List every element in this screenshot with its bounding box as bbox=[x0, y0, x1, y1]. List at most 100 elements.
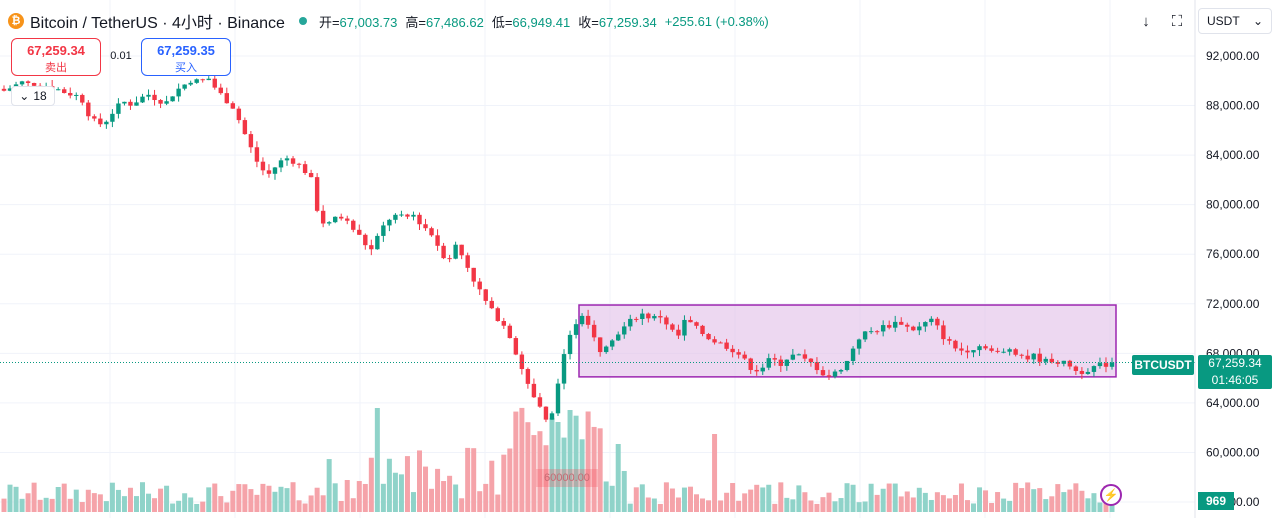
volume-bar bbox=[164, 485, 170, 512]
candle-body bbox=[585, 315, 591, 325]
candle-body bbox=[525, 369, 531, 384]
sell-button[interactable]: 67,259.34 卖出 bbox=[11, 38, 101, 76]
candle-body bbox=[320, 210, 326, 224]
candle-body bbox=[278, 160, 284, 168]
candle-body bbox=[477, 281, 482, 290]
candle-body bbox=[694, 322, 699, 326]
volume-bar bbox=[790, 499, 796, 512]
volume-bar bbox=[49, 498, 55, 512]
candle-body bbox=[411, 214, 416, 217]
candle-body bbox=[423, 224, 428, 229]
candle-body bbox=[31, 82, 37, 86]
candle-body bbox=[236, 108, 242, 121]
candle-body bbox=[290, 158, 296, 164]
indicators-collapse-button[interactable]: ⌄ 18 bbox=[11, 86, 55, 106]
candle-body bbox=[399, 214, 404, 216]
candle-body bbox=[110, 113, 115, 122]
candle-body bbox=[935, 318, 940, 326]
volume-bar bbox=[585, 411, 591, 512]
volume-bar bbox=[404, 456, 410, 512]
y-tick-label: 64,000.00 bbox=[1206, 396, 1260, 410]
candle-body bbox=[1019, 354, 1024, 356]
candle-body bbox=[1061, 360, 1067, 364]
candle-body bbox=[200, 79, 205, 81]
volume-bar bbox=[983, 490, 989, 512]
volume-bar bbox=[796, 485, 802, 512]
candle-body bbox=[561, 354, 567, 384]
volume-bar bbox=[188, 497, 194, 512]
volume-bar bbox=[898, 496, 904, 512]
volume-bar bbox=[772, 503, 778, 512]
candle-body bbox=[405, 214, 410, 217]
candle-body bbox=[501, 321, 507, 326]
volume-bar bbox=[386, 458, 392, 512]
volume-bar bbox=[615, 444, 621, 512]
candle-body bbox=[314, 177, 320, 211]
volume-bar bbox=[85, 489, 91, 512]
market-open-indicator bbox=[298, 17, 307, 25]
volume-bar bbox=[1025, 482, 1031, 512]
candle-body bbox=[441, 245, 446, 259]
candle-body bbox=[712, 339, 717, 343]
volume-bar bbox=[344, 480, 350, 512]
currency-select[interactable]: USDT ⌄ bbox=[1198, 8, 1272, 34]
candle-body bbox=[332, 216, 338, 223]
volume-bar bbox=[37, 499, 43, 512]
candle-body bbox=[874, 331, 880, 333]
candle-body bbox=[489, 300, 494, 309]
candle-body bbox=[1109, 362, 1115, 367]
price-axis[interactable]: 92,000.00 88,000.00 84,000.00 80,000.00 76,0… bbox=[1194, 0, 1260, 518]
volume-bar bbox=[555, 422, 561, 512]
bitcoin-icon: ₿ bbox=[8, 13, 24, 29]
volume-bar bbox=[230, 490, 236, 512]
volume-bar bbox=[302, 503, 308, 512]
candle-body bbox=[1073, 366, 1079, 371]
volume-bar bbox=[242, 484, 248, 512]
sell-label: 卖出 bbox=[45, 62, 67, 74]
candle-body bbox=[646, 313, 651, 319]
candle-body bbox=[302, 164, 308, 173]
volume-bar bbox=[109, 482, 115, 512]
volume-bar bbox=[645, 497, 651, 512]
chart-grid bbox=[0, 0, 1195, 518]
y-tick-label: 76,000.00 bbox=[1206, 247, 1260, 261]
volume-bar bbox=[477, 491, 483, 512]
fullscreen-icon[interactable]: ⛶ bbox=[1171, 12, 1183, 30]
candle-body bbox=[628, 318, 633, 327]
volume-bar bbox=[627, 503, 633, 512]
volume-bar bbox=[946, 498, 952, 512]
volume-bar bbox=[573, 415, 579, 512]
candle-body bbox=[923, 322, 928, 327]
candle-body bbox=[1079, 370, 1085, 374]
low-value: 66,949.41 bbox=[512, 14, 571, 30]
candle-body bbox=[345, 218, 350, 221]
volume-bar bbox=[609, 485, 615, 512]
download-arrow-icon[interactable]: ↓ bbox=[1142, 12, 1150, 30]
volume-bar bbox=[766, 484, 772, 512]
last-price-tag: 67,259.34 01:46:05 bbox=[1198, 355, 1272, 389]
volume-bar bbox=[784, 497, 790, 512]
volume-bar bbox=[471, 448, 477, 512]
buy-button[interactable]: 67,259.35 买入 bbox=[141, 38, 231, 76]
volume-bar bbox=[224, 502, 230, 512]
volume-bar bbox=[748, 489, 754, 512]
candle-body bbox=[351, 220, 356, 230]
candle-body bbox=[369, 245, 374, 250]
volume-bar bbox=[266, 485, 272, 512]
volume-bar bbox=[392, 472, 398, 512]
volume-bar bbox=[977, 487, 983, 512]
y-tick-label: 84,000.00 bbox=[1206, 148, 1260, 162]
volume-bar bbox=[513, 411, 519, 512]
volume-bar bbox=[808, 500, 814, 512]
lightning-icon[interactable]: ⚡ bbox=[1100, 484, 1122, 506]
bar-countdown: 01:46:05 bbox=[1211, 373, 1259, 387]
symbol-title[interactable]: Bitcoin / TetherUS · 4小时 · Binance bbox=[30, 15, 285, 32]
candle-body bbox=[983, 346, 988, 349]
volume-bar bbox=[350, 498, 356, 512]
volume-bar bbox=[248, 489, 254, 512]
volume-bar bbox=[952, 494, 958, 512]
candle-body bbox=[995, 350, 1000, 352]
volume-bar bbox=[531, 435, 537, 512]
candle-body bbox=[622, 326, 627, 335]
